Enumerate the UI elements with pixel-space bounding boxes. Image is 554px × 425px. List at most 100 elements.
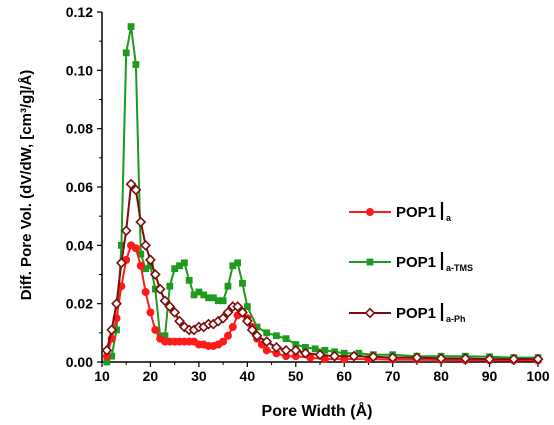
y-tick-label: 0.04 xyxy=(66,237,93,253)
data-point xyxy=(484,353,495,365)
legend-subscript: a-Ph xyxy=(446,314,466,324)
data-point xyxy=(101,344,113,356)
x-tick-label: 20 xyxy=(143,368,159,384)
legend-item-a-TMS: POP1 a-TMS xyxy=(349,252,473,273)
data-point xyxy=(340,349,348,357)
y-axis-ticks: 0.00 0.02 0.04 0.06 0.08 0.10 0.12 xyxy=(66,4,102,370)
data-point xyxy=(106,324,118,336)
data-point xyxy=(154,283,166,295)
data-point xyxy=(243,303,251,310)
data-point xyxy=(217,312,229,324)
legend-label: POP1 xyxy=(396,204,436,221)
data-point xyxy=(280,344,292,356)
x-tick-label: 30 xyxy=(191,368,207,384)
data-point xyxy=(131,244,140,253)
data-point xyxy=(117,241,125,249)
x-tick-label: 100 xyxy=(526,368,550,384)
data-point xyxy=(251,330,263,342)
data-point xyxy=(411,352,423,364)
series-layer xyxy=(101,23,544,366)
x-tick-label: 10 xyxy=(94,368,110,384)
data-point xyxy=(459,353,471,364)
data-point xyxy=(246,324,258,336)
data-point xyxy=(435,353,447,364)
data-point xyxy=(111,298,122,310)
data-point xyxy=(132,61,140,68)
data-point xyxy=(532,353,544,365)
x-tick-label: 90 xyxy=(482,368,498,384)
legend-swatch-marker xyxy=(364,307,376,319)
data-point xyxy=(180,259,188,267)
data-point xyxy=(137,250,145,258)
data-point xyxy=(140,239,152,251)
data-point xyxy=(115,257,127,269)
data-point xyxy=(141,287,150,296)
data-point xyxy=(329,350,340,362)
data-point xyxy=(311,345,319,353)
y-tick-label: 0.00 xyxy=(66,354,93,370)
data-point xyxy=(149,269,161,280)
series-a-TMS xyxy=(103,23,542,366)
data-point xyxy=(161,332,169,340)
data-point xyxy=(228,322,237,331)
legend-subscript: a xyxy=(446,213,452,223)
data-point xyxy=(302,344,309,351)
data-point xyxy=(159,295,171,307)
legend-label: POP1 xyxy=(396,305,436,322)
data-point xyxy=(176,262,183,270)
series-a-Ph xyxy=(101,178,544,365)
data-point xyxy=(270,341,282,353)
x-tick-label: 40 xyxy=(240,368,256,384)
data-point xyxy=(262,346,271,355)
data-point xyxy=(108,352,116,360)
data-point xyxy=(169,306,181,318)
data-point xyxy=(142,265,149,273)
data-point xyxy=(223,331,232,340)
data-point xyxy=(219,337,228,346)
legend: POP1 a POP1 a-TMS POP1 a-Ph xyxy=(349,202,473,324)
data-point xyxy=(210,294,217,302)
legend-swatch-marker xyxy=(366,258,374,266)
data-point xyxy=(147,262,154,270)
data-point xyxy=(146,308,155,317)
data-point xyxy=(136,261,145,270)
legend-item-a-Ph: POP1 a-Ph xyxy=(349,303,466,324)
legend-label: POP1 xyxy=(396,254,436,271)
data-point xyxy=(292,341,300,348)
legend-item-a: POP1 a xyxy=(349,202,452,223)
data-point xyxy=(273,332,280,340)
data-point xyxy=(239,279,246,287)
data-point xyxy=(348,350,360,362)
data-point xyxy=(367,351,379,363)
data-point xyxy=(122,49,130,57)
data-point xyxy=(151,325,160,334)
data-point xyxy=(237,306,248,318)
data-point xyxy=(174,315,185,327)
data-point xyxy=(120,225,132,237)
data-point xyxy=(508,353,520,365)
data-point xyxy=(214,297,222,305)
x-tick-label: 80 xyxy=(433,368,449,384)
legend-subscript: a-TMS xyxy=(446,263,473,273)
y-tick-label: 0.10 xyxy=(66,62,93,78)
data-point xyxy=(263,329,271,337)
data-point xyxy=(241,315,253,327)
x-axis-ticks: 10 20 30 40 50 60 70 80 90 100 xyxy=(94,362,550,384)
x-tick-label: 50 xyxy=(288,368,304,384)
data-point xyxy=(103,358,111,366)
data-point xyxy=(219,297,227,305)
data-point xyxy=(145,254,156,266)
x-tick-label: 70 xyxy=(385,368,401,384)
y-tick-label: 0.02 xyxy=(66,296,93,312)
data-point xyxy=(135,216,147,228)
data-point xyxy=(130,184,142,196)
data-point xyxy=(321,346,329,354)
x-tick-label: 60 xyxy=(336,368,352,384)
data-point xyxy=(290,344,302,356)
data-point xyxy=(164,301,176,313)
data-point xyxy=(253,323,261,331)
data-point xyxy=(127,23,135,30)
data-point xyxy=(125,178,137,190)
data-point xyxy=(222,306,234,318)
